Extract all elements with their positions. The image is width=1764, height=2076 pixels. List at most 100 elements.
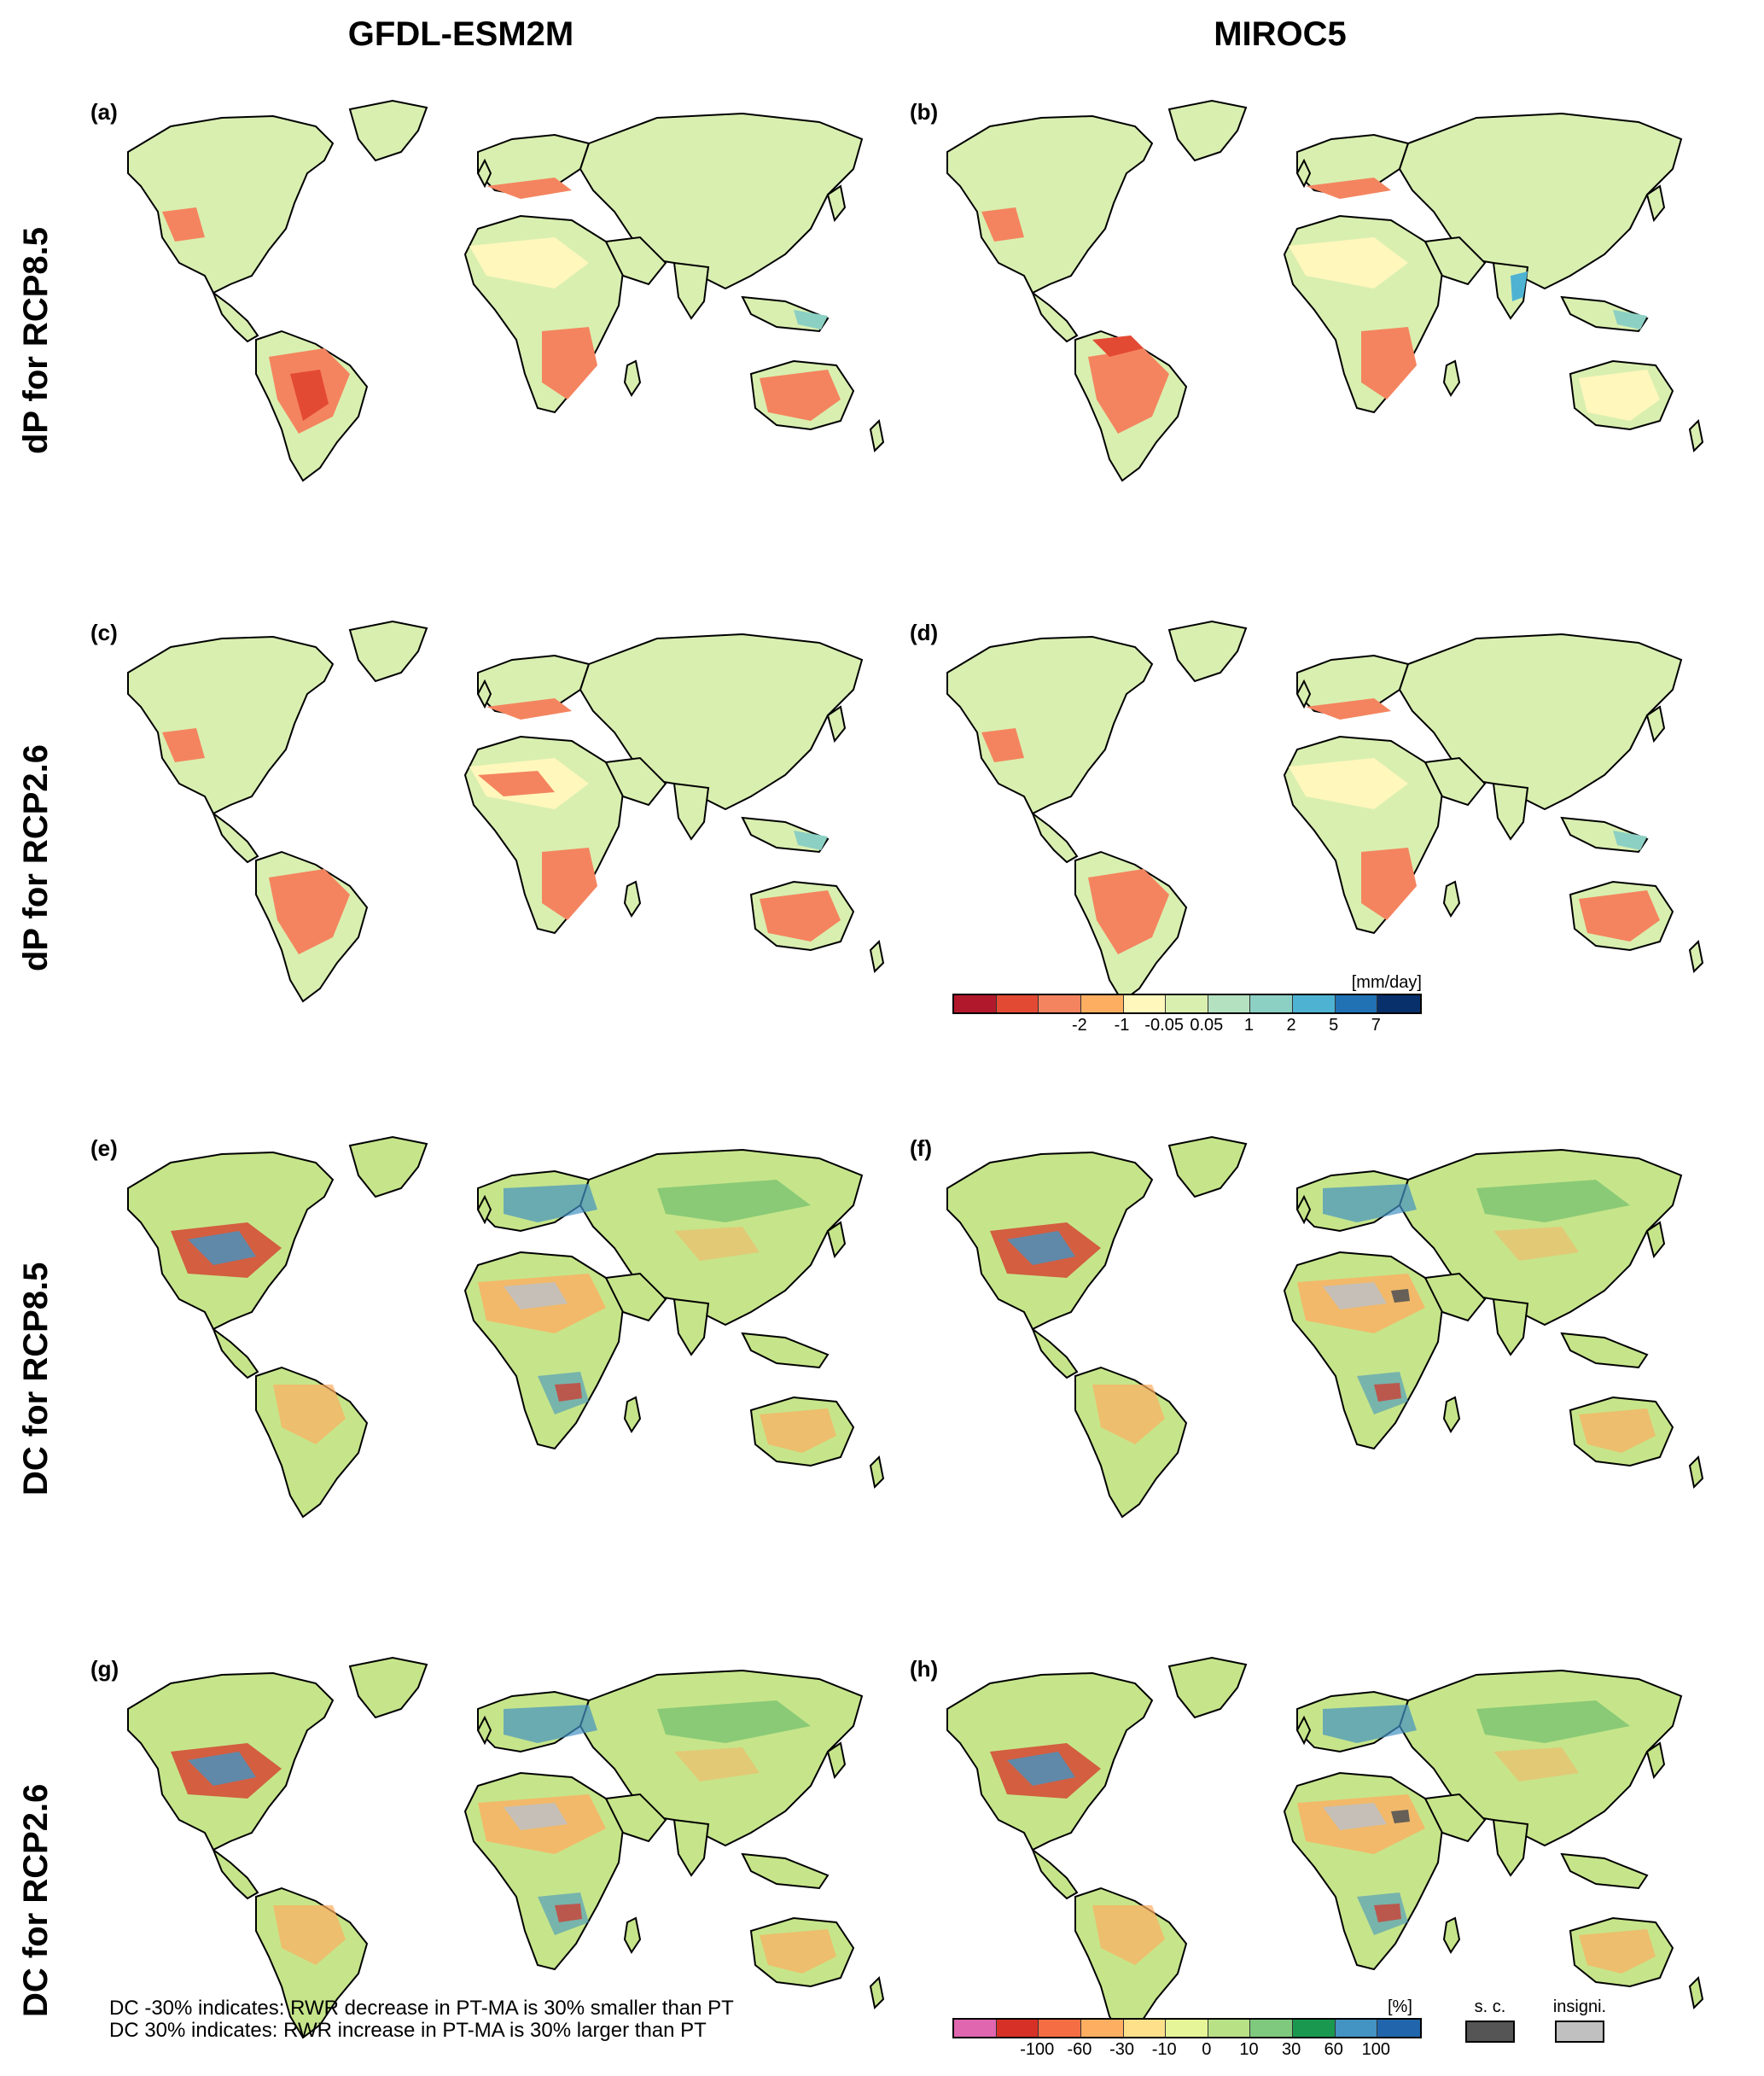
world-map-h — [946, 1656, 1704, 2039]
land-japan — [826, 184, 847, 223]
world-map-f — [946, 1135, 1704, 1519]
map-value-patch — [269, 869, 350, 954]
dc-colorbar-box — [1335, 2020, 1378, 2037]
note-line-1: DC -30% indicates: RWR decrease in PT-MA… — [109, 1997, 734, 2020]
map-value-patch — [1511, 271, 1528, 301]
dc-colorbar-tick: 0 — [1202, 2040, 1212, 2059]
map-panel-e: (e) — [77, 1128, 896, 1521]
land-asia — [1398, 112, 1683, 290]
legend-insignificant-swatch — [1555, 2021, 1604, 2043]
dc-colorbar-box — [1208, 2020, 1251, 2037]
map-value-patch — [1493, 1747, 1579, 1782]
dc-colorbar: [%] -100 -60 -30 -10 0 10 30 60 100 — [952, 1997, 1422, 2066]
map-value-patch — [1323, 1184, 1417, 1222]
land-camerica — [211, 1847, 259, 1900]
land-arabia — [1423, 236, 1487, 286]
map-value-patch — [1092, 1905, 1165, 1965]
map-value-patch — [542, 848, 597, 920]
dc-colorbar-tick: 30 — [1281, 2040, 1301, 2059]
land-seasia — [1560, 1332, 1649, 1369]
map-value-patch — [1579, 1929, 1656, 1974]
land-asia — [579, 633, 864, 811]
land-arabia — [604, 1793, 667, 1843]
dp-colorbar-box — [996, 995, 1039, 1012]
map-value-patch — [1613, 831, 1647, 850]
world-map-b — [946, 99, 1704, 482]
map-value-patch — [555, 1383, 582, 1402]
land-japan — [1645, 705, 1666, 744]
panel-label-f: (f) — [910, 1135, 932, 1161]
dp-colorbar-box — [1080, 995, 1124, 1012]
dc-colorbar-tick: -100 — [1020, 2040, 1055, 2059]
map-value-patch — [1579, 890, 1660, 942]
map-value-patch — [1092, 335, 1144, 357]
land-uk — [476, 679, 492, 709]
dc-colorbar-unit: [%] — [1388, 1997, 1412, 2016]
legend-significant-swatch — [1465, 2021, 1515, 2043]
dp-colorbar-tick: -2 — [1072, 1016, 1087, 1035]
map-value-patch — [1092, 1385, 1165, 1444]
dc-colorbar-box — [1250, 2020, 1293, 2037]
land-madagascar — [623, 1396, 642, 1433]
land-india — [672, 1298, 710, 1356]
land-japan — [1645, 1221, 1666, 1259]
map-value-patch — [760, 890, 841, 942]
dc-colorbar-box — [1293, 2020, 1336, 2037]
land-arabia — [604, 236, 667, 286]
map-value-patch — [1297, 250, 1374, 276]
dc-colorbar-box — [1123, 2020, 1167, 2037]
land-arabia — [1423, 1793, 1487, 1843]
land-madagascar — [1442, 359, 1461, 397]
land-arabia — [604, 756, 667, 807]
land-nz — [1688, 939, 1704, 974]
map-value-patch — [1361, 327, 1417, 399]
dp-colorbar-box — [1123, 995, 1167, 1012]
land-india — [1492, 782, 1529, 841]
map-value-patch — [1579, 370, 1660, 421]
land-camerica — [1030, 811, 1079, 864]
land-camerica — [211, 811, 259, 864]
map-value-patch — [486, 178, 572, 199]
dp-colorbar-box — [1166, 995, 1208, 1012]
land-namerica — [946, 114, 1154, 294]
map-panel-f: (f) — [896, 1128, 1715, 1521]
land-greenland — [348, 620, 428, 683]
map-panel-g: (g) — [77, 1649, 896, 2042]
dp-colorbar-tick: 1 — [1243, 1016, 1255, 1035]
dp-colorbar-boxes — [952, 994, 1422, 1014]
map-value-patch — [1306, 698, 1391, 720]
dp-colorbar-box — [1335, 995, 1378, 1012]
map-panel-d: (d) — [896, 613, 1715, 1006]
land-nz — [869, 939, 885, 974]
land-greenland — [1167, 1135, 1248, 1198]
map-value-patch — [981, 728, 1024, 762]
map-value-patch — [1374, 1383, 1401, 1402]
land-japan — [1645, 1741, 1666, 1780]
row-title-3: DC for RCP8.5 — [17, 1262, 55, 1496]
land-japan — [826, 1741, 847, 1780]
land-uk — [1295, 679, 1312, 709]
land-uk — [1295, 1194, 1312, 1225]
map-value-patch — [657, 1180, 811, 1222]
land-namerica — [127, 114, 335, 294]
dc-colorbar-boxes — [952, 2018, 1422, 2038]
map-value-patch — [1476, 1180, 1630, 1222]
dp-colorbar-tick: 2 — [1286, 1016, 1296, 1035]
land-uk — [476, 1715, 492, 1746]
map-value-patch — [478, 771, 555, 796]
map-value-patch — [794, 831, 828, 850]
dc-colorbar-box — [954, 2020, 997, 2037]
dc-colorbar-tick: -30 — [1109, 2040, 1134, 2059]
land-asia — [1398, 633, 1683, 811]
map-value-patch — [1323, 1803, 1387, 1830]
map-value-patch — [1493, 1227, 1579, 1261]
land-madagascar — [1442, 1916, 1461, 1954]
dc-colorbar-tick: -60 — [1067, 2040, 1092, 2059]
dp-colorbar-box — [1293, 995, 1336, 1012]
land-greenland — [348, 99, 428, 162]
map-value-patch — [981, 207, 1024, 242]
land-seasia — [741, 1332, 830, 1369]
dp-colorbar-tick: -1 — [1114, 1016, 1130, 1035]
dc-colorbar-box — [1039, 2020, 1081, 2037]
panel-label-d: (d) — [910, 620, 939, 645]
